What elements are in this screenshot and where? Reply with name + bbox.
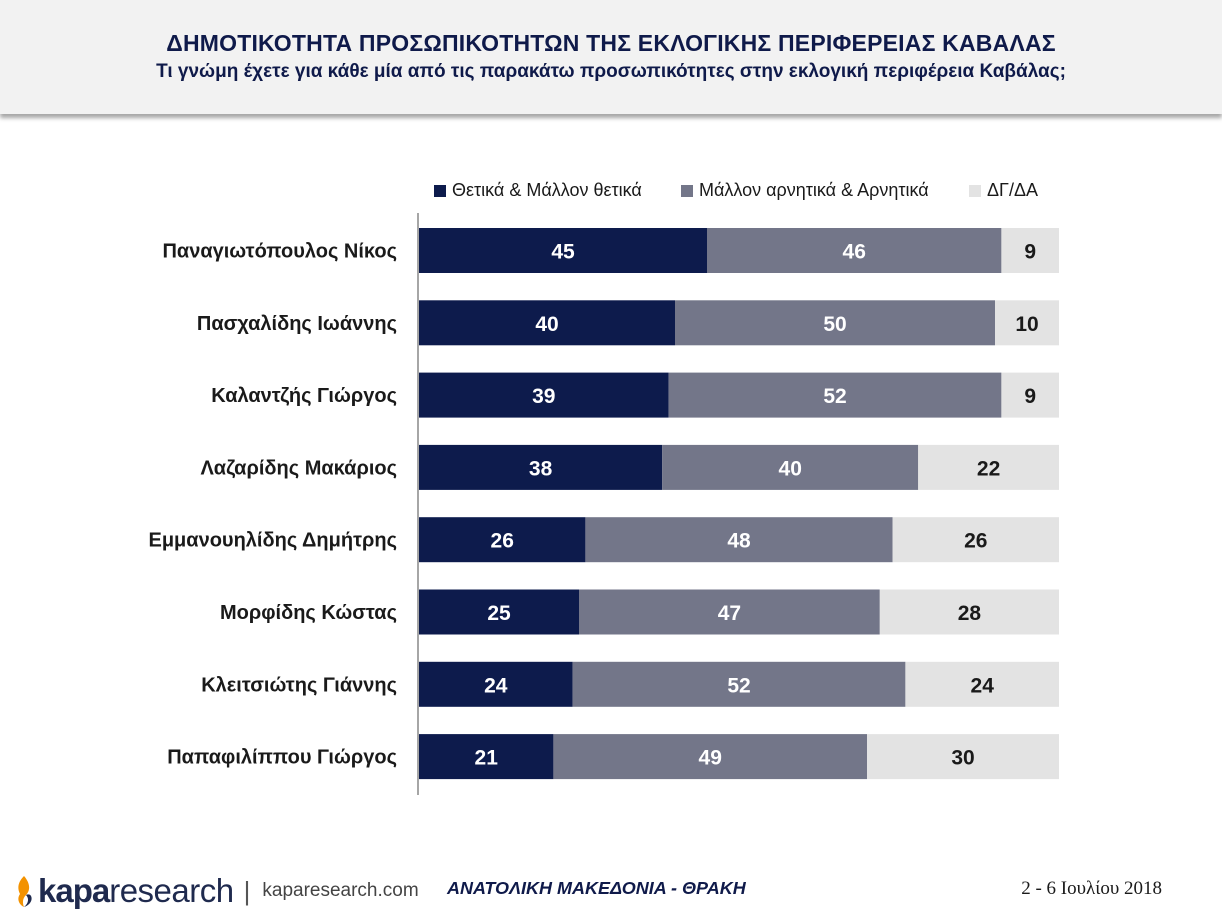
footer-date: 2 - 6 Ιουλίου 2018 — [1021, 878, 1162, 899]
bar-segment-dk — [892, 517, 1059, 563]
data-label: 28 — [958, 602, 982, 625]
bar-segment-negative — [579, 589, 880, 635]
data-label: 45 — [551, 241, 575, 264]
category-label: Πασχαλίδης Ιωάννης — [197, 313, 397, 335]
bar-segment-dk — [995, 300, 1059, 346]
bar-segment-dk — [905, 661, 1059, 707]
data-label: 52 — [727, 674, 750, 697]
legend-label-positive: Θετικά & Μάλλον θετικά — [452, 180, 642, 200]
data-label: 10 — [1015, 313, 1038, 336]
data-label: 38 — [529, 457, 553, 480]
data-label: 39 — [532, 385, 555, 408]
bar-segment-negative — [662, 444, 919, 490]
bar-segment-positive — [419, 372, 669, 418]
category-label: Εμμανουηλίδης Δημήτρης — [148, 530, 397, 552]
category-label: Κλειτσιώτης Γιάννης — [201, 674, 397, 696]
header-banner: ΔΗΜΟΤΙΚΟΤΗΤΑ ΠΡΟΣΩΠΙΚΟΤΗΤΩΝ ΤΗΣ ΕΚΛΟΓΙΚΗ… — [0, 0, 1222, 114]
logo-kapa-text: kapa — [38, 872, 110, 909]
bar-segment-negative — [707, 228, 1002, 273]
data-label: 49 — [699, 747, 722, 770]
page-title: ΔΗΜΟΤΙΚΟΤΗΤΑ ΠΡΟΣΩΠΙΚΟΤΗΤΩΝ ΤΗΣ ΕΚΛΟΓΙΚΗ… — [166, 30, 1056, 56]
data-label: 46 — [843, 241, 866, 264]
data-label: 40 — [779, 457, 802, 480]
data-label: 24 — [971, 674, 995, 697]
legend-swatch-positive — [434, 184, 446, 197]
bar-segment-positive — [419, 734, 554, 780]
data-label: 52 — [823, 385, 846, 408]
website-url: kaparesearch.com — [262, 880, 419, 901]
category-label: Μορφίδης Κώστας — [220, 602, 397, 624]
data-label: 50 — [823, 313, 846, 336]
category-label: Λαζαρίδης Μακάριος — [200, 457, 397, 479]
data-label: 24 — [484, 674, 508, 697]
category-label: Καλαντζής Γιώργος — [211, 385, 397, 407]
data-label: 25 — [487, 602, 511, 625]
data-label: 22 — [977, 457, 1000, 480]
bar-segment-dk — [1001, 228, 1059, 273]
data-label: 9 — [1024, 385, 1036, 408]
logo-separator: | — [243, 875, 251, 906]
bar-segment-positive — [419, 517, 586, 563]
data-label: 47 — [718, 602, 741, 625]
bar-segment-positive — [419, 300, 675, 346]
bar-segment-negative — [675, 300, 995, 346]
bar-segment-dk — [1001, 372, 1059, 418]
bar-segment-dk — [879, 589, 1059, 635]
data-label: 40 — [535, 313, 558, 336]
chart-legend: Θετικά & Μάλλον θετικά Μάλλον αρνητικά &… — [0, 180, 1222, 204]
kapa-research-logo: kapa research | kaparesearch.com — [14, 871, 419, 911]
data-label: 30 — [951, 747, 974, 770]
bar-segment-negative — [585, 517, 893, 563]
data-label: 9 — [1024, 241, 1036, 264]
legend-item-positive: Θετικά & Μάλλον θετικά — [434, 180, 642, 201]
legend-swatch-negative — [681, 184, 693, 197]
bar-segment-negative — [572, 661, 906, 707]
legend-item-negative: Μάλλον αρνητικά & Αρνητικά — [681, 180, 929, 201]
data-label: 48 — [727, 530, 751, 553]
data-label: 26 — [964, 530, 987, 553]
legend-label-dk: ΔΓ/ΔΑ — [987, 180, 1038, 200]
bar-segment-positive — [419, 228, 707, 273]
bar-segment-positive — [419, 444, 663, 490]
footer-region: ΑΝΑΤΟΛΙΚΗ ΜΑΚΕΔΟΝΙΑ - ΘΡΑΚΗ — [447, 878, 746, 898]
bar-segment-positive — [419, 589, 579, 635]
bar-segment-dk — [918, 444, 1059, 490]
logo-research-text: research — [109, 872, 234, 909]
category-label: Παπαφιλίππου Γιώργος — [167, 747, 397, 769]
data-label: 26 — [491, 530, 514, 553]
legend-swatch-dk — [969, 184, 981, 197]
bar-segment-positive — [419, 661, 573, 707]
page-subtitle: Τι γνώμη έχετε για κάθε μία από τις παρα… — [156, 61, 1066, 82]
bar-segment-negative — [668, 372, 1002, 418]
legend-label-negative: Μάλλον αρνητικά & Αρνητικά — [699, 180, 929, 200]
bar-segment-negative — [553, 734, 867, 780]
bar-segment-dk — [867, 734, 1059, 780]
legend-item-dk: ΔΓ/ΔΑ — [969, 180, 1038, 201]
category-label: Παναγιωτόπουλος Νίκος — [162, 241, 397, 263]
data-label: 21 — [475, 747, 499, 770]
kapa-logo-icon — [14, 874, 34, 908]
